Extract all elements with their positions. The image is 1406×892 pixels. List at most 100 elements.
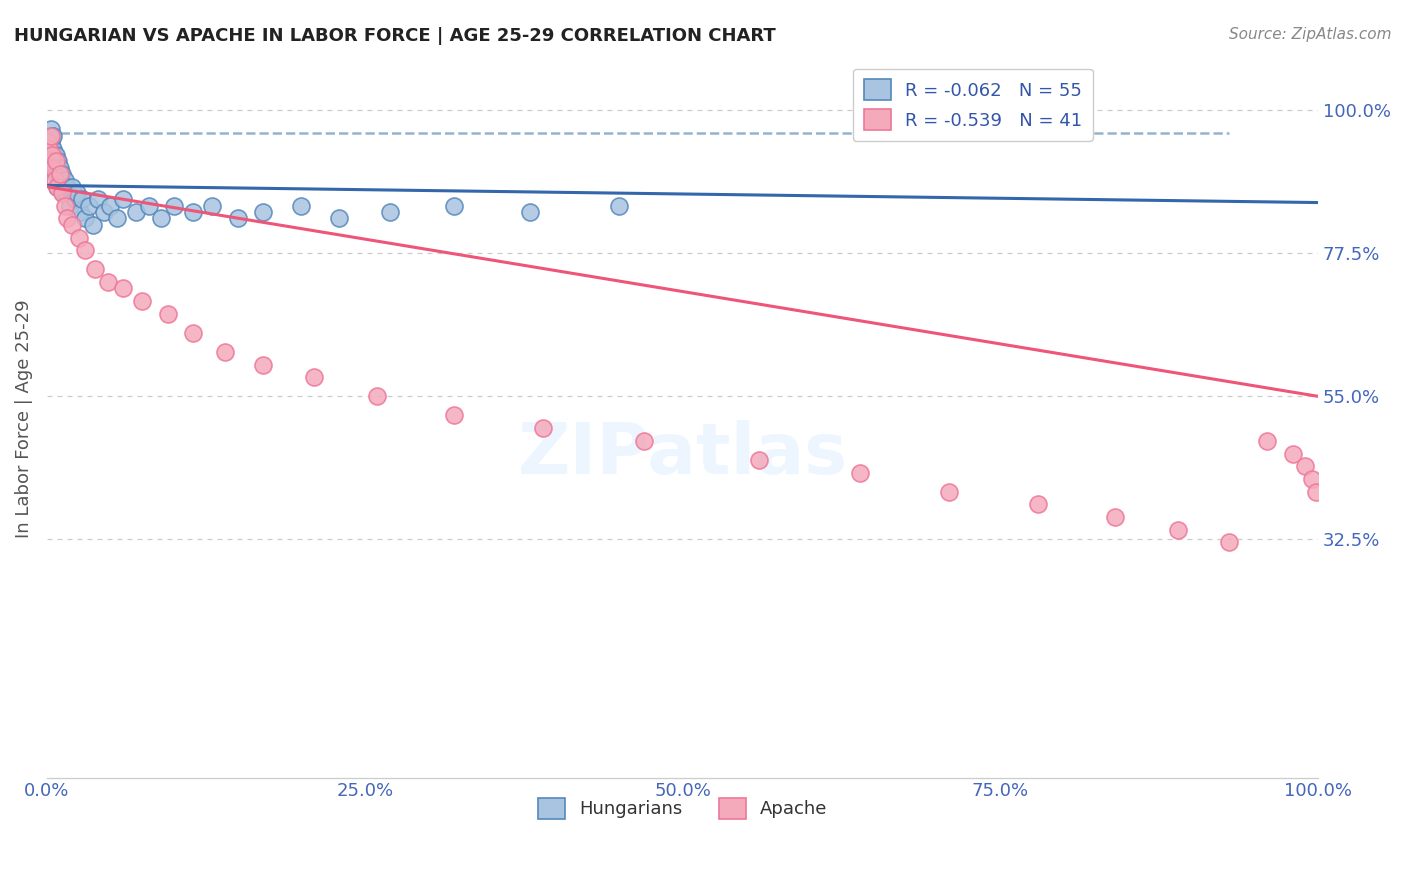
Point: [112, 193, 135, 207]
Point: [366, 389, 388, 403]
Point: [87, 193, 110, 207]
Point: [46, 179, 69, 194]
Point: [73, 211, 96, 226]
Point: [66, 186, 89, 200]
Point: [49, 179, 72, 194]
Point: [181, 326, 204, 340]
Point: [45, 148, 67, 162]
Point: [378, 205, 401, 219]
Point: [48, 173, 70, 187]
Point: [45, 167, 67, 181]
Point: [519, 205, 541, 219]
Point: [443, 199, 465, 213]
Point: [73, 244, 96, 258]
Point: [138, 199, 160, 213]
Point: [748, 453, 770, 467]
Point: [290, 199, 312, 213]
Point: [52, 186, 75, 200]
Point: [1218, 535, 1240, 549]
Point: [97, 275, 120, 289]
Point: [39, 148, 62, 162]
Point: [44, 173, 66, 187]
Point: [1294, 459, 1316, 474]
Point: [181, 205, 204, 219]
Point: [69, 205, 91, 219]
Point: [1281, 446, 1303, 460]
Point: [67, 230, 90, 244]
Point: [93, 205, 115, 219]
Point: [252, 358, 274, 372]
Point: [214, 344, 236, 359]
Point: [150, 211, 173, 226]
Point: [46, 179, 69, 194]
Point: [53, 199, 76, 213]
Point: [226, 211, 249, 226]
Point: [60, 218, 83, 232]
Y-axis label: In Labor Force | Age 25-29: In Labor Force | Age 25-29: [15, 300, 32, 538]
Point: [201, 199, 224, 213]
Point: [42, 128, 65, 143]
Point: [41, 148, 63, 162]
Point: [44, 161, 66, 175]
Point: [531, 421, 554, 435]
Point: [252, 205, 274, 219]
Point: [72, 193, 94, 207]
Point: [56, 179, 79, 194]
Point: [77, 199, 100, 213]
Point: [48, 167, 70, 181]
Point: [37, 135, 59, 149]
Point: [45, 154, 67, 169]
Point: [1167, 523, 1189, 537]
Point: [51, 186, 73, 200]
Point: [46, 154, 69, 169]
Point: [1104, 510, 1126, 524]
Point: [38, 128, 60, 143]
Point: [38, 142, 60, 156]
Point: [59, 199, 82, 213]
Point: [41, 128, 63, 143]
Point: [125, 205, 148, 219]
Point: [42, 161, 65, 175]
Point: [443, 409, 465, 423]
Point: [302, 370, 325, 384]
Point: [42, 154, 65, 169]
Point: [44, 148, 66, 162]
Point: [48, 161, 70, 175]
Point: [51, 167, 73, 181]
Point: [60, 179, 83, 194]
Point: [39, 128, 62, 143]
Point: [633, 434, 655, 448]
Point: [63, 193, 86, 207]
Point: [38, 142, 60, 156]
Point: [46, 161, 69, 175]
Point: [1301, 472, 1323, 486]
Point: [39, 122, 62, 136]
Point: [849, 466, 872, 480]
Point: [156, 307, 179, 321]
Point: [41, 142, 63, 156]
Text: Source: ZipAtlas.com: Source: ZipAtlas.com: [1229, 27, 1392, 42]
Point: [1028, 497, 1050, 511]
Point: [39, 135, 62, 149]
Point: [56, 211, 79, 226]
Point: [1256, 434, 1278, 448]
Point: [607, 199, 630, 213]
Point: [105, 211, 128, 226]
Legend: Hungarians, Apache: Hungarians, Apache: [530, 790, 835, 826]
Point: [938, 484, 960, 499]
Point: [42, 142, 65, 156]
Point: [41, 148, 63, 162]
Point: [131, 293, 153, 308]
Point: [163, 199, 186, 213]
Point: [55, 186, 77, 200]
Point: [100, 199, 122, 213]
Point: [112, 281, 135, 295]
Point: [328, 211, 350, 226]
Point: [84, 262, 107, 277]
Point: [39, 154, 62, 169]
Point: [1305, 484, 1327, 499]
Text: HUNGARIAN VS APACHE IN LABOR FORCE | AGE 25-29 CORRELATION CHART: HUNGARIAN VS APACHE IN LABOR FORCE | AGE…: [14, 27, 776, 45]
Point: [53, 173, 76, 187]
Text: ZIPatlas: ZIPatlas: [517, 420, 848, 489]
Point: [37, 135, 59, 149]
